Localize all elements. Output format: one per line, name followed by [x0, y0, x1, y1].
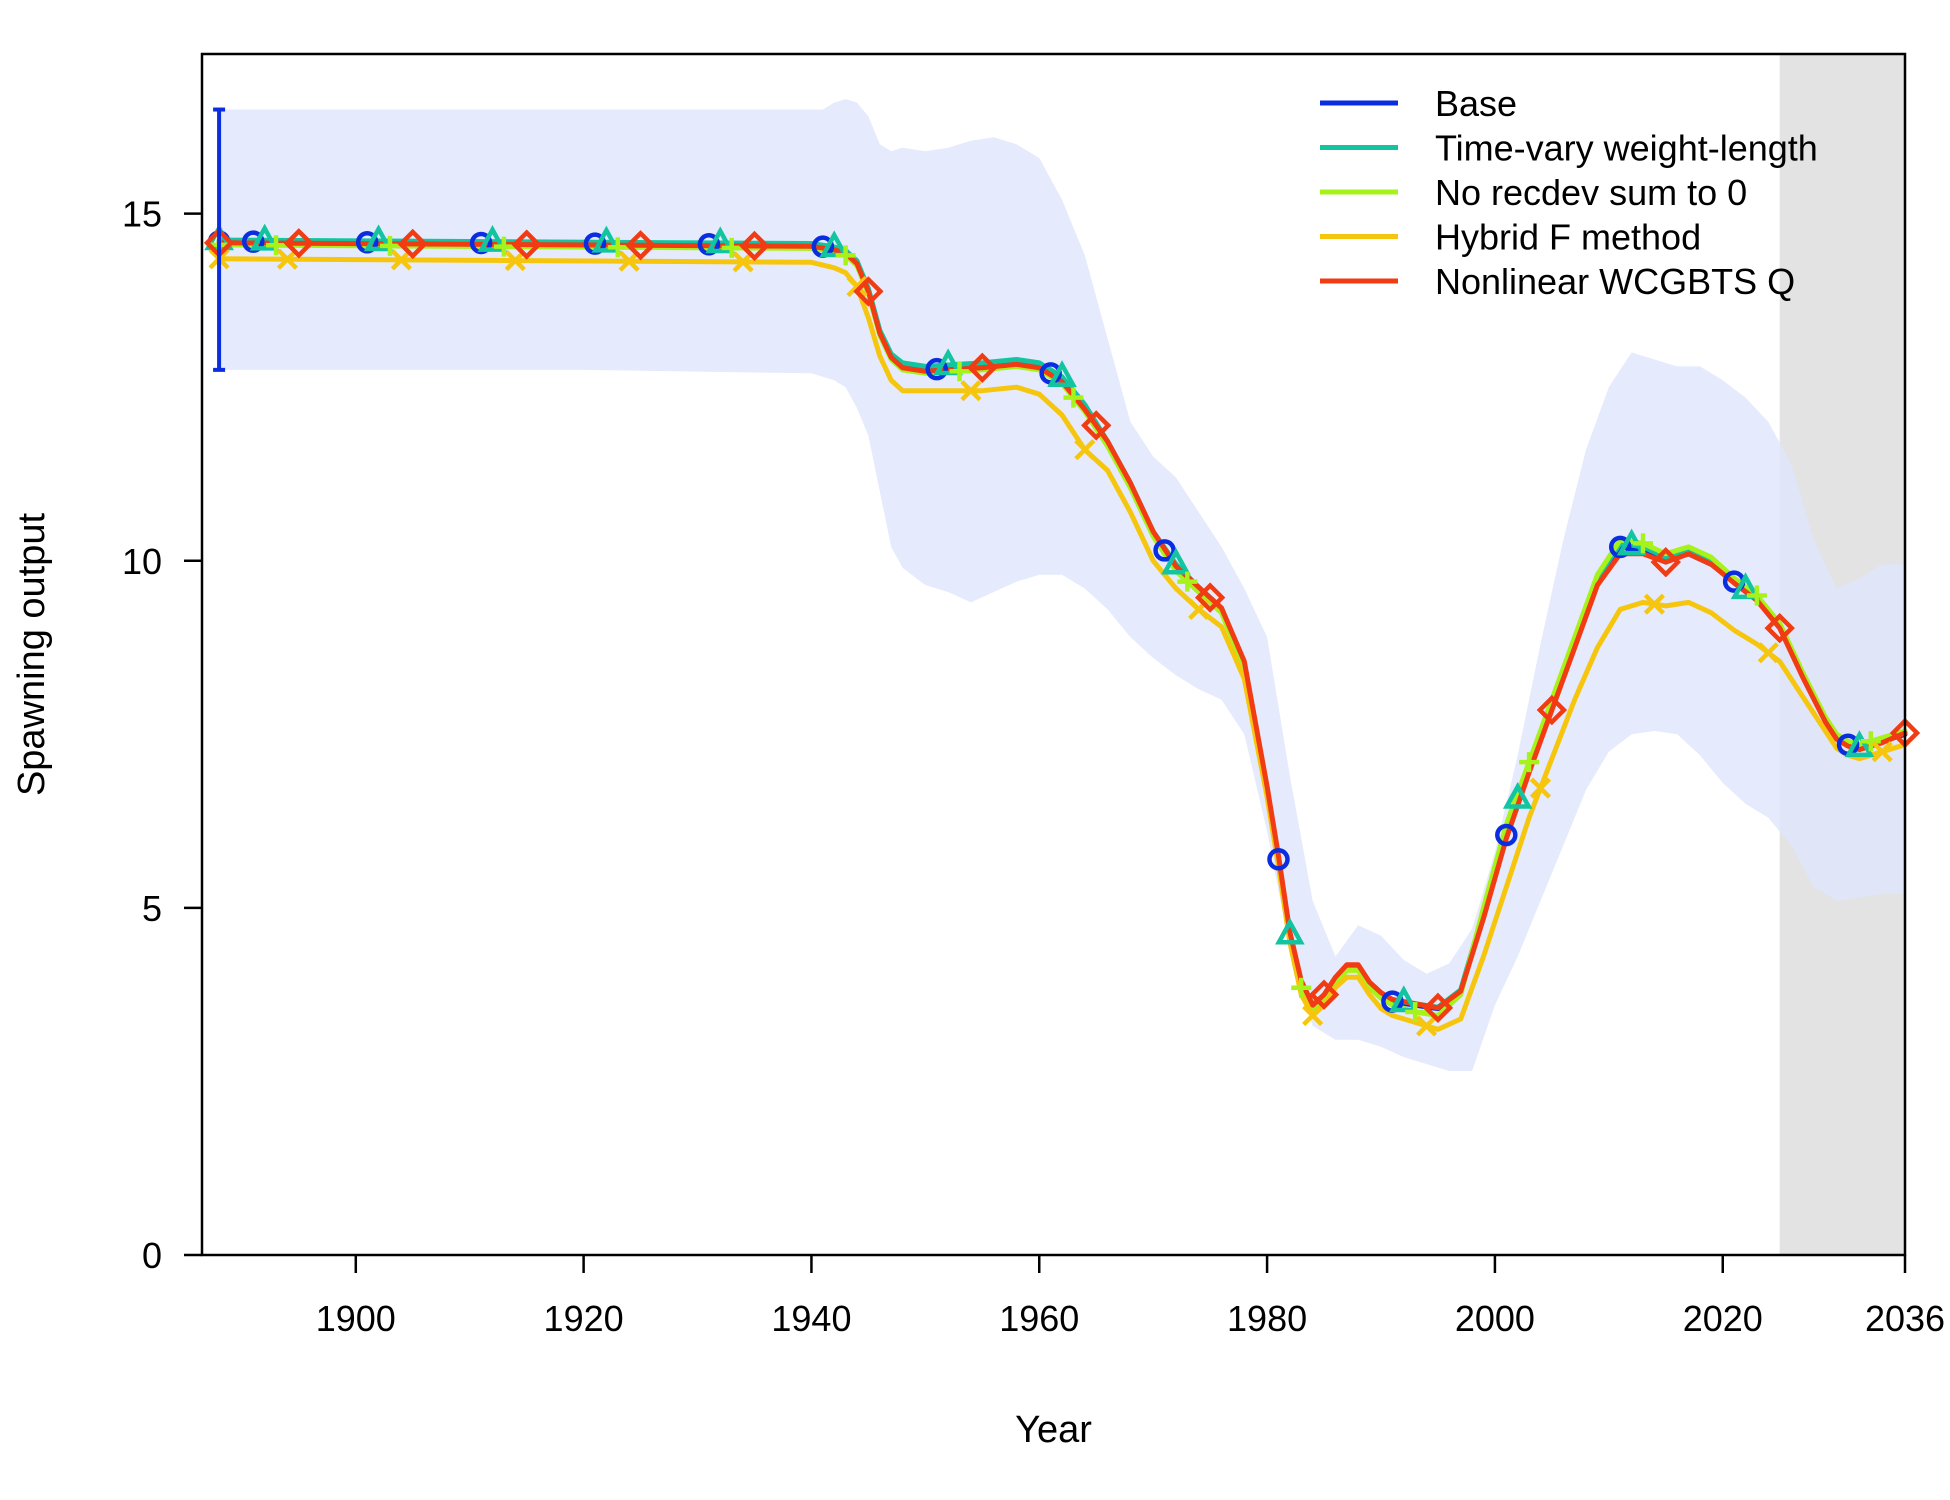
series-3-marker-14: [1633, 533, 1653, 554]
plot-frame: [200, 52, 1907, 1257]
y-tick-label-3: 10: [122, 541, 162, 582]
legend-label-2: Time-vary weight-length: [1435, 128, 1818, 169]
series-2-marker-5: [591, 225, 622, 253]
confidence-band-layer: [219, 99, 1906, 1072]
series-2-marker-13: [1502, 781, 1533, 809]
series-3-marker-10: [1177, 571, 1198, 592]
y-axis-title: Spawning output: [11, 513, 53, 797]
series-1-marker-6: [697, 233, 721, 256]
series-4-marker-11: [1302, 1004, 1324, 1027]
series-4-marker-4: [504, 249, 526, 272]
series-2-marker-2: [249, 223, 280, 251]
series-1-marker-5: [583, 232, 607, 255]
series-4-marker-2: [276, 248, 299, 270]
series-2-marker-15: [1730, 572, 1761, 600]
series-5-marker-15: [1764, 612, 1795, 644]
series-3-marker-7: [835, 245, 856, 266]
series-2-marker-11: [1275, 917, 1305, 945]
series-3-marker-11: [1291, 977, 1312, 998]
series-2-marker-4: [477, 224, 508, 252]
series-3-marker-2: [266, 235, 287, 256]
series-5-marker-7: [853, 276, 884, 307]
series-5-marker-8: [967, 352, 998, 383]
series-5-marker-2: [283, 228, 315, 259]
series-4-marker-7: [846, 275, 868, 298]
series-5-marker-5: [625, 230, 656, 261]
series-markers-layer: [203, 223, 1921, 1037]
series-3-marker-9: [1063, 387, 1084, 408]
series-1-marker-11: [1267, 848, 1290, 871]
series-1-marker-3: [355, 231, 379, 254]
legend-label-4: Hybrid F method: [1435, 217, 1701, 258]
x-tick-label-2: 1920: [544, 1298, 624, 1339]
x-axis-title: Year: [1015, 1409, 1092, 1451]
virgin-interval-layer: [213, 107, 226, 372]
series-5-marker-9: [1081, 410, 1112, 441]
series-5-marker-6: [739, 230, 770, 262]
series-5-marker-3: [397, 228, 428, 260]
y-tick-label-2: 5: [142, 888, 162, 929]
series-4-marker-6: [732, 251, 754, 273]
series-4-marker-9: [1074, 439, 1096, 461]
series-3-marker-4: [493, 236, 514, 257]
series-1-marker-4: [469, 231, 493, 255]
series-2-marker-3: [363, 224, 394, 252]
series-5-marker-4: [511, 229, 542, 260]
series-3-marker-13: [1519, 752, 1540, 773]
series-3-marker-3: [379, 235, 400, 256]
series-1-marker-10: [1153, 539, 1176, 562]
series-1-marker-2: [242, 230, 265, 253]
y-tick-label-1: 0: [142, 1235, 162, 1276]
series-3-marker-5: [607, 237, 628, 258]
series-3-marker-16: [1860, 731, 1881, 752]
series-2-marker-10: [1161, 547, 1191, 575]
x-tick-label-4: 1960: [999, 1298, 1079, 1339]
series-2-marker-8: [933, 348, 963, 376]
series-2-marker-7: [819, 230, 850, 258]
x-tick-label-1: 1900: [316, 1298, 396, 1339]
series-4-marker-5: [618, 250, 640, 272]
series-4-marker-13: [1529, 777, 1552, 799]
legend-label-5: Nonlinear WCGBTS Q: [1435, 261, 1795, 302]
series-5-marker-10: [1194, 582, 1226, 613]
axes-layer: 1900 1920 1940 1960 1980 2000 2020 2036 0 5 10 15: [122, 194, 1945, 1339]
series-5-marker-13: [1536, 694, 1568, 726]
series-2-marker-12: [1388, 985, 1419, 1013]
confidence-interval-band: [219, 99, 1906, 1072]
series-3-marker-15: [1746, 585, 1767, 606]
series-2-marker-16: [1844, 730, 1875, 758]
legend-label-3: No recdev sum to 0: [1435, 172, 1747, 213]
series-2-marker-9: [1047, 360, 1077, 388]
y-tick-label-4: 15: [122, 194, 162, 235]
series-1-marker-13: [1495, 823, 1518, 847]
x-tick-label-7: 2020: [1683, 1298, 1763, 1339]
x-tick-label-6: 2000: [1455, 1298, 1535, 1339]
series-4-marker-15: [1757, 642, 1779, 664]
legend-label-1: Base: [1435, 83, 1517, 124]
series-3-marker-8: [949, 361, 970, 382]
series-1-marker-8: [925, 357, 948, 381]
series-2-marker-6: [705, 226, 736, 254]
x-tick-label-3: 1940: [771, 1298, 851, 1339]
series-4-marker-8: [960, 380, 982, 402]
series-5-marker-14: [1650, 546, 1681, 578]
series-3-marker-12: [1405, 1002, 1426, 1023]
series-4-marker-16: [1871, 741, 1893, 763]
series-4-marker-12: [1415, 1015, 1438, 1037]
series-5-marker-11: [1308, 979, 1340, 1010]
series-4-marker-14: [1643, 593, 1665, 615]
series-5-marker-12: [1422, 992, 1454, 1024]
series-1-marker-14: [1608, 535, 1632, 559]
x-tick-label-8: 2036: [1865, 1298, 1945, 1339]
x-tick-label-5: 1980: [1227, 1298, 1307, 1339]
series-3-marker-6: [721, 237, 742, 258]
series-4-marker-3: [390, 249, 412, 271]
